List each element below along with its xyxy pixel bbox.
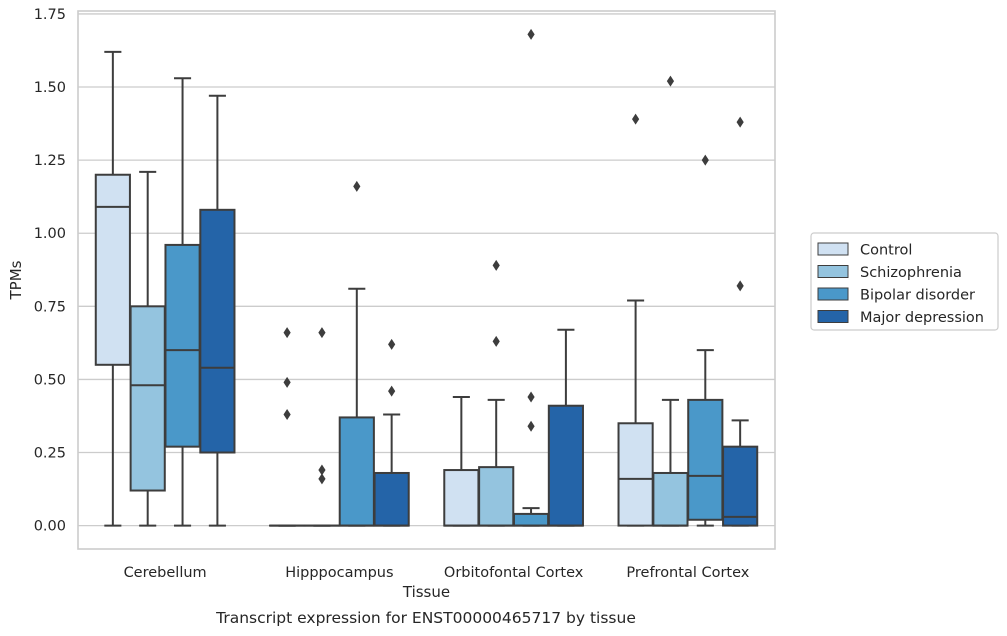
box-body [94, 173, 131, 366]
chart-caption: Transcript expression for ENST0000046571… [215, 609, 636, 627]
outlier-point [632, 113, 640, 125]
box-body [164, 243, 201, 448]
legend-item: Major depression [817, 310, 984, 326]
x-tick-label: Hipppocampus [285, 565, 393, 581]
box-body [478, 466, 515, 527]
box-body [129, 305, 166, 492]
box-series [94, 28, 759, 527]
box-body [617, 422, 654, 527]
y-axis-ticks: 0.00 0.25 0.50 0.75 1.00 1.25 1.50 1.75 [34, 7, 66, 535]
outlier-point [283, 327, 291, 339]
box [478, 259, 515, 527]
box [303, 327, 341, 527]
outlier-point [318, 464, 326, 476]
box [269, 327, 306, 527]
box-body [547, 404, 584, 527]
y-tick-label: 1.25 [34, 153, 66, 169]
box [512, 28, 550, 527]
legend-label: Schizophrenia [860, 265, 962, 281]
y-tick-label: 1.75 [34, 7, 66, 23]
y-tick-label: 0.25 [34, 446, 66, 462]
legend-swatch [817, 242, 849, 256]
outlier-point [283, 409, 291, 420]
legend-label: Major depression [860, 310, 984, 326]
box-body [443, 469, 480, 527]
outlier-point [736, 116, 744, 128]
outlier-point [527, 420, 535, 432]
x-tick-label: Prefrontal Cortex [626, 565, 749, 581]
outlier-point [318, 473, 326, 485]
box [94, 50, 131, 527]
plot-frame [77, 10, 776, 550]
y-tick-label: 1.00 [34, 226, 66, 242]
outlier-point [736, 280, 744, 292]
legend-swatch [817, 265, 849, 278]
x-tick-label: Cerebellum [124, 565, 207, 581]
box [652, 75, 689, 527]
box [164, 77, 201, 527]
legend-swatch [817, 310, 849, 323]
outlier-point [388, 338, 396, 350]
box-body [512, 512, 550, 527]
legend-label: Control [860, 243, 912, 259]
outlier-point [527, 28, 535, 40]
y-axis-label: TPMs [7, 260, 25, 300]
box [722, 116, 759, 527]
box-body [199, 208, 236, 454]
y-tick-label: 0.50 [34, 372, 66, 388]
outlier-point [283, 376, 291, 388]
box [129, 170, 166, 527]
outlier-point [353, 180, 361, 192]
legend-label: Bipolar disorder [860, 288, 975, 304]
box-body [687, 398, 724, 521]
series-bipolar-disorder [164, 28, 724, 527]
box [338, 180, 375, 527]
legend-item: Control [817, 242, 912, 259]
box [687, 154, 724, 527]
x-axis-ticks: Cerebellum Hipppocampus Orbitofontal Corte… [124, 565, 750, 581]
box-body [722, 445, 759, 527]
legend-frame [810, 232, 999, 331]
outlier-point [318, 327, 326, 339]
x-tick-label: Orbitofontal Cortex [444, 565, 584, 581]
box [373, 338, 410, 527]
outlier-point [527, 391, 535, 403]
box [547, 328, 584, 527]
y-tick-label: 0.00 [34, 519, 66, 535]
outlier-point [492, 335, 500, 347]
y-tick-label: 1.50 [34, 80, 66, 96]
x-axis-label: Tissue [402, 583, 450, 601]
box [443, 395, 480, 527]
legend-item: Schizophrenia [817, 265, 962, 281]
outlier-point [492, 259, 500, 271]
legend: Control Schizophrenia Bipolar disorder Majo… [810, 232, 999, 331]
box-body [373, 471, 410, 527]
outlier-point [388, 385, 396, 397]
outlier-point [666, 75, 675, 87]
legend-swatch [817, 287, 849, 301]
series-major-depression [199, 94, 759, 527]
outlier-point [701, 154, 709, 166]
y-tick-label: 0.75 [34, 299, 66, 315]
box-body [652, 471, 689, 527]
box [617, 113, 654, 527]
legend-item: Bipolar disorder [817, 287, 975, 304]
box [199, 94, 236, 527]
box-body [338, 416, 375, 527]
